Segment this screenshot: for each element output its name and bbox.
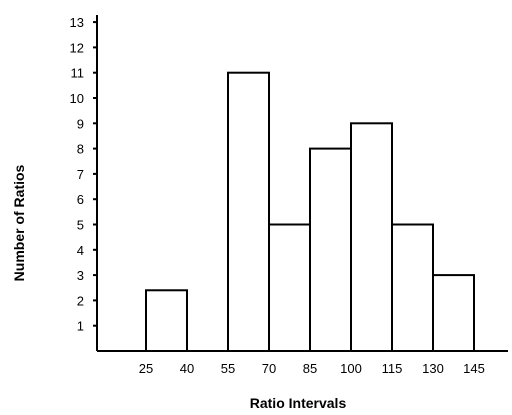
x-axis-title: Ratio Intervals — [250, 395, 347, 411]
y-tick-label: 6 — [77, 192, 84, 207]
y-tick-label: 3 — [77, 268, 84, 283]
y-tick-label: 1 — [77, 319, 84, 334]
x-tick-label: 130 — [422, 361, 444, 376]
histogram-bar-130-145 — [432, 274, 475, 353]
y-tick-label: 7 — [77, 167, 84, 182]
x-tick-label: 145 — [463, 361, 485, 376]
histogram-bar-100-115 — [350, 122, 393, 352]
x-tick-label: 40 — [180, 361, 194, 376]
x-tick-label: 85 — [303, 361, 317, 376]
histogram-bar-25-40 — [145, 289, 188, 352]
y-tick-label: 9 — [77, 116, 84, 131]
x-ticks: 25 40 55 70 85 100 115 130 145 — [139, 361, 485, 376]
y-tick-label: 2 — [77, 293, 84, 308]
y-tick-label: 10 — [70, 91, 84, 106]
y-tick-label: 13 — [70, 15, 84, 30]
histogram-bar-70-85 — [268, 223, 311, 352]
histogram-bar-55-70 — [227, 71, 270, 352]
x-tick-label: 70 — [262, 361, 276, 376]
histogram-bar-115-130 — [391, 223, 434, 352]
histogram-bar-85-100 — [309, 147, 352, 352]
y-tick-label: 11 — [71, 66, 85, 81]
bars-group — [145, 71, 475, 353]
y-tick-label: 8 — [77, 142, 84, 157]
x-tick-label: 115 — [382, 361, 403, 376]
y-tick-label: 12 — [70, 40, 84, 55]
y-tick-label: 5 — [77, 218, 84, 233]
x-tick-label: 25 — [139, 361, 153, 376]
y-axis-title: Number of Ratios — [11, 164, 27, 281]
x-tick-label: 55 — [221, 361, 235, 376]
y-tick-label: 4 — [77, 243, 84, 258]
x-tick-label: 100 — [340, 361, 362, 376]
